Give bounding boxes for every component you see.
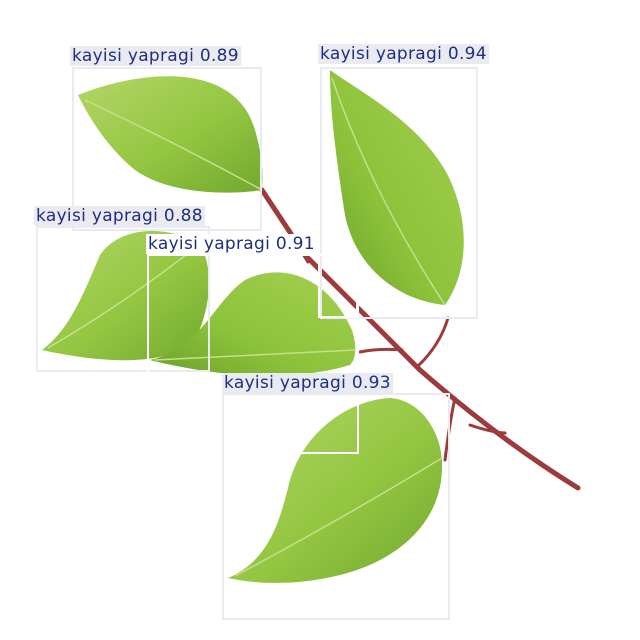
bounding-box-2 — [320, 67, 478, 319]
detection-label-2: kayisi yapragi 0.94 — [318, 44, 489, 64]
bounding-box-5 — [222, 393, 450, 620]
bounding-box-3 — [36, 226, 210, 372]
leaf-top-left — [78, 76, 263, 193]
detection-label-3: kayisi yapragi 0.88 — [34, 206, 205, 226]
bounding-box-4b — [318, 254, 358, 318]
leaf-top-right — [330, 70, 464, 306]
leaf-bottom — [228, 398, 443, 583]
detection-label-5: kayisi yapragi 0.93 — [222, 373, 393, 393]
detection-label-1: kayisi yapragi 0.89 — [70, 46, 241, 66]
bounding-box-4 — [147, 254, 359, 454]
leaf-center — [150, 272, 356, 376]
bounding-box-1 — [72, 67, 262, 231]
detection-label-4: kayisi yapragi 0.91 — [146, 234, 317, 254]
